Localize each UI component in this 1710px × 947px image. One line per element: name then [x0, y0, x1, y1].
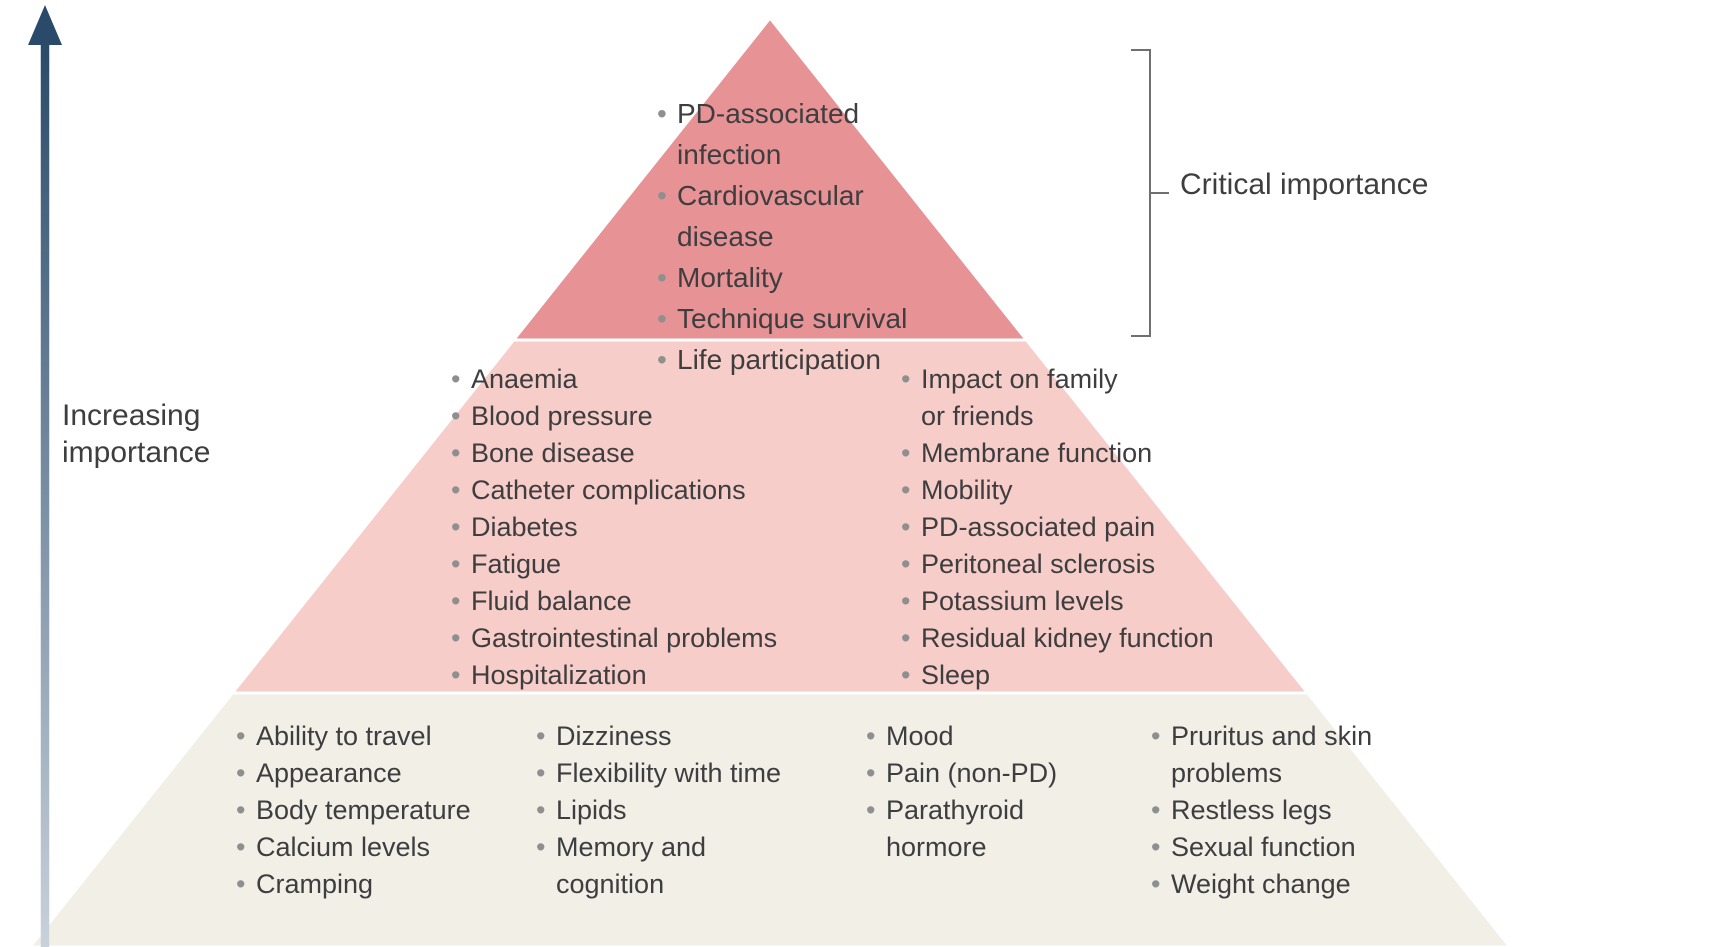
axis-label: Increasingimportance	[62, 398, 210, 471]
list-item: Impact on familyor friends	[901, 361, 1281, 435]
list-item: Dizziness	[536, 718, 836, 755]
tier-bottom-content: Ability to travelAppearanceBody temperat…	[236, 718, 1431, 903]
list-item: Pruritus and skinproblems	[1151, 718, 1431, 792]
list-item: Hospitalization	[451, 657, 831, 694]
list-item: Parathyroidhormore	[866, 792, 1121, 866]
tier-middle-content: AnaemiaBlood pressureBone diseaseCathete…	[451, 361, 1281, 694]
list-item: Mortality	[657, 257, 907, 298]
list-item: Sexual function	[1151, 829, 1431, 866]
tier-top-content: PD-associatedinfectionCardiovasculardise…	[657, 93, 907, 380]
list-item: Gastrointestinal problems	[451, 620, 831, 657]
list-item: Peritoneal sclerosis	[901, 546, 1281, 583]
list-item: Cardiovasculardisease	[657, 175, 907, 257]
list-item: Mood	[866, 718, 1121, 755]
list-item: Calcium levels	[236, 829, 506, 866]
list-item: Anaemia	[451, 361, 831, 398]
axis-label-line: Increasing	[62, 398, 210, 435]
list-item: Flexibility with time	[536, 755, 836, 792]
list-item: Potassium levels	[901, 583, 1281, 620]
list-item: Technique survival	[657, 298, 907, 339]
list-item: Diabetes	[451, 509, 831, 546]
list-item: Mobility	[901, 472, 1281, 509]
increasing-importance-arrow	[0, 0, 80, 947]
list-item: Blood pressure	[451, 398, 831, 435]
list-item: Sleep	[901, 657, 1281, 694]
list-item: Membrane function	[901, 435, 1281, 472]
list-item: PD-associatedinfection	[657, 93, 907, 175]
list-item: Fluid balance	[451, 583, 831, 620]
list-item: Bone disease	[451, 435, 831, 472]
list-item: PD-associated pain	[901, 509, 1281, 546]
list-item: Residual kidney function	[901, 620, 1281, 657]
list-item: Catheter complications	[451, 472, 831, 509]
list-item: Pain (non-PD)	[866, 755, 1121, 792]
list-item: Cramping	[236, 866, 506, 903]
list-item: Ability to travel	[236, 718, 506, 755]
list-item: Lipids	[536, 792, 836, 829]
axis-label-line: importance	[62, 435, 210, 472]
diagram-stage: Increasingimportance Critical importance P…	[0, 0, 1710, 947]
list-item: Body temperature	[236, 792, 506, 829]
list-item: Fatigue	[451, 546, 831, 583]
list-item: Restless legs	[1151, 792, 1431, 829]
list-item: Appearance	[236, 755, 506, 792]
list-item: Weight change	[1151, 866, 1431, 903]
list-item: Memory andcognition	[536, 829, 836, 903]
critical-importance-label: Critical importance	[1180, 168, 1428, 202]
